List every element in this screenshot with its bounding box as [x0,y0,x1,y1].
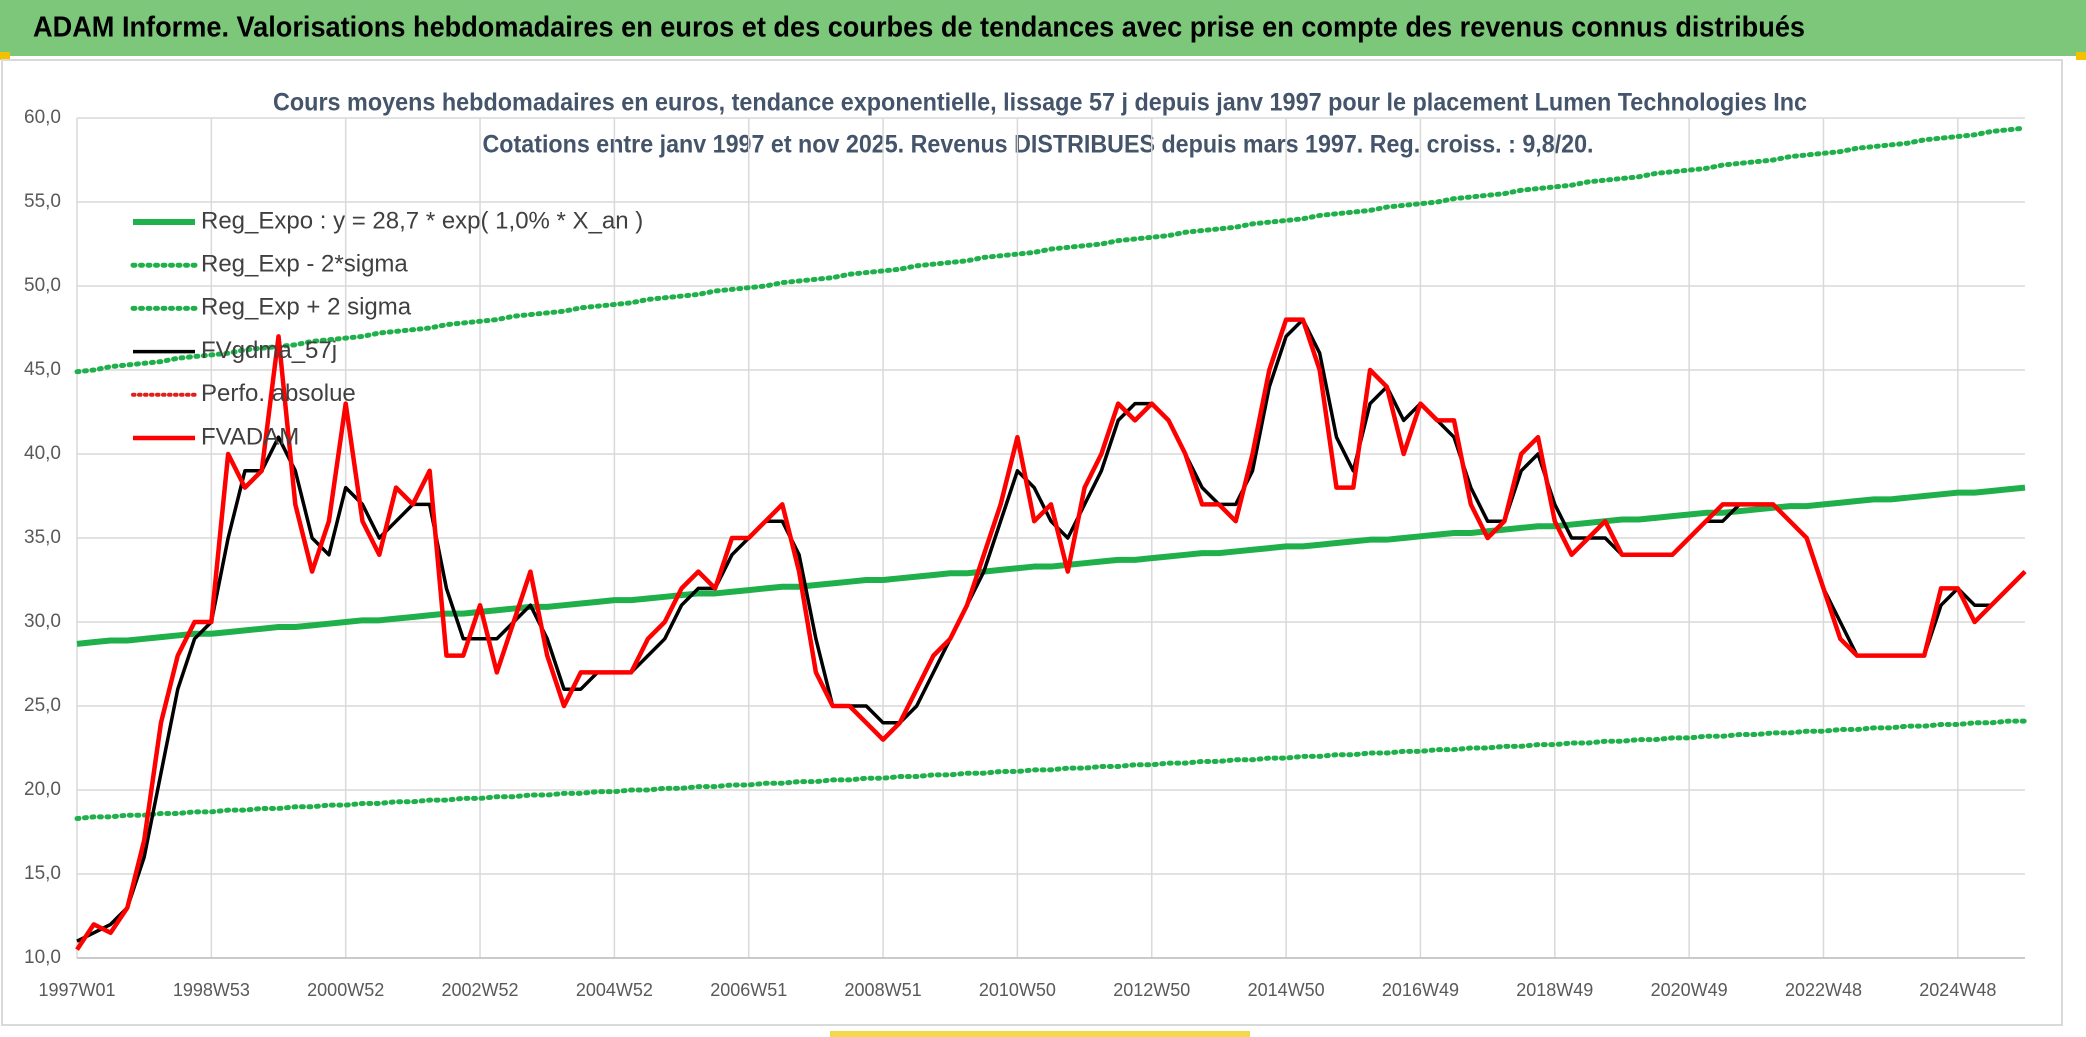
plot-lines [74,125,2028,951]
x-tick-label: 2020W49 [1651,980,1728,1000]
page-title: ADAM Informe. Valorisations hebdomadaire… [33,12,1805,44]
x-tick-label: 2000W52 [307,980,384,1000]
x-tick-label: 2004W52 [576,980,653,1000]
x-tick-label: 2012W50 [1113,980,1190,1000]
legend-label: FVADAM [201,423,299,450]
x-tick-label: 2022W48 [1785,980,1862,1000]
y-tick-label: 50,0 [24,275,61,296]
legend: Reg_Expo : y = 28,7 * exp( 1,0% * X_an )… [130,207,643,450]
y-tick-label: 30,0 [24,611,61,632]
chart-subtitle: Cotations entre janv 1997 et nov 2025. R… [483,131,1594,159]
y-tick-label: 10,0 [24,947,61,968]
y-tick-label: 25,0 [24,695,61,716]
y-tick-label: 20,0 [24,779,61,800]
header-bar [0,0,2086,56]
legend-label: Reg_Exp - 2*sigma [201,251,408,278]
series-line [75,317,2027,951]
legend-label: Reg_Exp + 2 sigma [201,294,412,321]
x-tick-label: 1997W01 [38,980,115,1000]
x-tick-label: 2010W50 [979,980,1056,1000]
grid: 10,0 15,0 20,0 25,0 30,0 35,0 40,0 45,0 50,0 55,0… [24,107,2025,1000]
x-tick-label: 2006W51 [710,980,787,1000]
x-tick-label: 2008W51 [845,980,922,1000]
y-tick-label: 60,0 [24,107,61,128]
x-tick-label: 2016W49 [1382,980,1459,1000]
y-tick-label: 40,0 [24,443,61,464]
series-line [74,718,2028,822]
y-tick-label: 45,0 [24,359,61,380]
chart-title: Cours moyens hebdomadaires en euros, ten… [273,89,1807,117]
footer-strip [830,1031,1250,1037]
series-line [74,125,2028,375]
legend-label: Reg_Expo : y = 28,7 * exp( 1,0% * X_an ) [201,207,643,234]
x-tick-label: 2014W50 [1248,980,1325,1000]
x-tick-label: 2024W48 [1919,980,1996,1000]
x-tick-label: 1998W53 [173,980,250,1000]
y-tick-label: 35,0 [24,527,61,548]
corner [0,52,10,60]
corner [2076,52,2086,60]
x-tick-label: 2018W49 [1516,980,1593,1000]
x-tick-label: 2002W52 [442,980,519,1000]
y-tick-label: 55,0 [24,191,61,212]
y-tick-label: 15,0 [24,863,61,884]
series-line [76,484,2026,647]
legend-label: FVgdma_57j [201,337,337,364]
chart-frame [1,59,2063,1026]
legend-label: Perfo. absolue [201,380,356,407]
